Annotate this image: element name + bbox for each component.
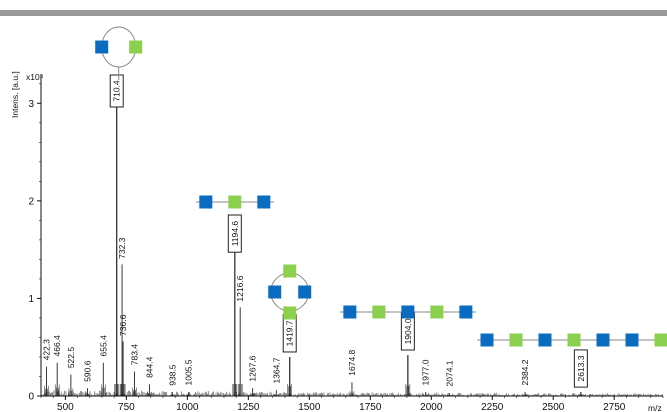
peak-label-422.3: 422.3 [41,339,51,361]
x-tick-label: 1000 [176,402,199,412]
x-tick-label: 750 [118,402,135,412]
peak-label-732.3: 732.3 [117,237,127,259]
peak-label-522.5: 522.5 [66,347,76,369]
peak-label-466.4: 466.4 [52,335,62,357]
y-tick-label: 1 [28,294,34,305]
green-unit-square [372,305,386,319]
peak-label-1194.6: 1194.6 [230,221,240,247]
blue-unit-square [401,305,415,319]
y-tick-label: 3 [28,99,34,110]
peak-label-1005.5: 1005.5 [184,359,194,385]
peak-label-1419.7: 1419.7 [285,320,295,346]
peak-label-655.4: 655.4 [98,335,108,357]
peak-label-2613.3: 2613.3 [576,355,586,381]
y-tick-label: 2 [28,196,34,207]
green-unit-square [567,333,581,347]
peak-label-1674.8: 1674.8 [347,349,357,375]
blue-unit-square [268,285,282,299]
y-axis-exponent: x10⁴ [26,72,44,82]
green-unit-square [430,305,444,319]
structure-1904.0 [339,305,476,319]
x-tick-label: 2750 [603,402,626,412]
structure-2613.3 [477,333,667,347]
peak-label-box-710.4 [109,74,124,108]
x-tick-label: 500 [57,402,74,412]
structure-1194.6 [195,195,274,209]
blue-unit-square [199,195,213,209]
green-unit-square [129,40,143,54]
peak-label-box-2613.3 [573,349,588,388]
peak-labels: 422.3 466.4 522.5 590.6 655.4 710.4 732.3 736.6… [41,74,588,388]
green-unit-square [654,333,667,347]
peak-label-783.4: 783.4 [130,344,140,366]
x-axis-label: m/z [648,403,662,412]
peak-label-736.6: 736.6 [118,314,128,336]
x-tick-label: 2500 [542,402,565,412]
x-tick-label: 1750 [359,402,382,412]
peak-label-590.6: 590.6 [82,360,92,382]
peak-label-2384.2: 2384.2 [520,359,530,385]
peak-label-2074.1: 2074.1 [444,360,454,386]
green-unit-square [283,264,297,278]
blue-unit-square [459,305,473,319]
peak-label-844.4: 844.4 [144,356,154,378]
x-tick-label: 2250 [481,402,504,412]
blue-unit-square [596,333,610,347]
glycan-structures [95,26,667,347]
structure-1419.7 [268,264,312,320]
chart-axes: 500 750 1000 1250 1500 1750 2000 2250 2500 2750 0 1… [28,74,664,412]
x-tick-label: 1500 [298,402,321,412]
blue-unit-square [538,333,552,347]
peak-label-1977.0: 1977.0 [421,359,431,385]
y-axis-label: Intens. [a.u.] [10,71,20,118]
blue-unit-square [343,305,357,319]
peak-label-710.4: 710.4 [112,80,122,102]
peak-label-1216.6: 1216.6 [235,275,245,301]
blue-unit-square [257,195,271,209]
blue-unit-square [480,333,494,347]
peak-label-1267.6: 1267.6 [248,355,258,381]
green-unit-square [283,306,297,320]
blue-unit-square [95,40,109,54]
green-unit-square [228,195,242,209]
top-rule [0,10,667,16]
structure-710.4 [95,26,143,80]
peak-label-1364.7: 1364.7 [271,357,281,383]
green-unit-square [509,333,523,347]
x-tick-label: 1250 [237,402,260,412]
peak-label-1904.0: 1904.0 [403,318,413,344]
peak-lines [44,93,584,396]
blue-unit-square [625,333,639,347]
blue-unit-square [298,285,312,299]
x-tick-label: 2000 [420,402,443,412]
peak-label-box-1194.6 [227,214,242,253]
peak-label-938.5: 938.5 [167,364,177,386]
y-tick-label: 0 [28,392,34,403]
